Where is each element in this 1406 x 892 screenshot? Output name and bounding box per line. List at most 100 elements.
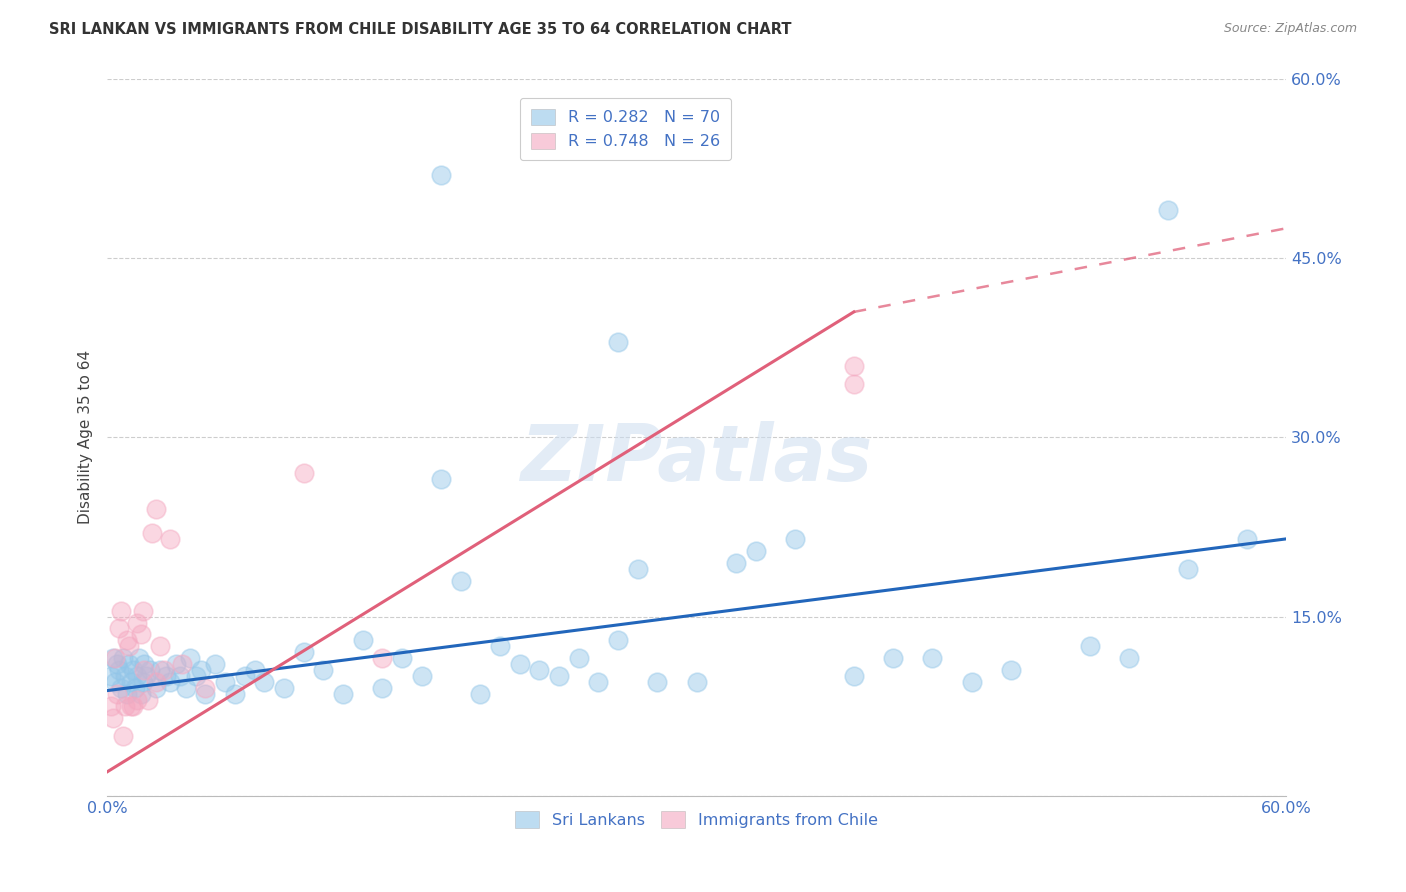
Point: [139, 663, 162, 677]
Point: [724, 556, 747, 570]
Point: [509, 657, 531, 672]
Point: [411, 669, 433, 683]
Point: [165, 657, 187, 672]
Point: [470, 687, 492, 701]
Point: [204, 657, 226, 672]
Point: [114, 699, 136, 714]
Point: [842, 376, 865, 391]
Point: [134, 663, 156, 677]
Point: [960, 675, 983, 690]
Point: [1157, 203, 1180, 218]
Point: [430, 472, 453, 486]
Point: [115, 633, 138, 648]
Point: [128, 651, 150, 665]
Point: [129, 687, 152, 701]
Point: [108, 622, 131, 636]
Point: [391, 651, 413, 665]
Point: [371, 681, 394, 696]
Point: [1000, 663, 1022, 677]
Point: [352, 633, 374, 648]
Point: [842, 669, 865, 683]
Point: [194, 681, 217, 696]
Point: [607, 334, 630, 349]
Point: [214, 675, 236, 690]
Point: [588, 675, 610, 690]
Point: [882, 651, 904, 665]
Point: [124, 681, 146, 696]
Legend: Sri Lankans, Immigrants from Chile: Sri Lankans, Immigrants from Chile: [509, 805, 884, 834]
Text: ZIPatlas: ZIPatlas: [520, 421, 873, 497]
Point: [253, 675, 276, 690]
Point: [169, 669, 191, 683]
Point: [110, 604, 132, 618]
Point: [129, 627, 152, 641]
Point: [292, 645, 315, 659]
Point: [118, 640, 141, 654]
Point: [120, 675, 142, 690]
Point: [141, 525, 163, 540]
Point: [371, 651, 394, 665]
Point: [292, 466, 315, 480]
Point: [159, 532, 181, 546]
Text: SRI LANKAN VS IMMIGRANTS FROM CHILE DISABILITY AGE 35 TO 64 CORRELATION CHART: SRI LANKAN VS IMMIGRANTS FROM CHILE DISA…: [49, 22, 792, 37]
Point: [108, 663, 131, 677]
Point: [131, 604, 153, 618]
Point: [607, 633, 630, 648]
Point: [1236, 532, 1258, 546]
Point: [101, 711, 124, 725]
Point: [120, 699, 142, 714]
Point: [149, 663, 172, 677]
Point: [153, 663, 176, 677]
Point: [135, 669, 157, 683]
Point: [125, 615, 148, 630]
Point: [568, 651, 591, 665]
Point: [101, 651, 124, 665]
Point: [125, 669, 148, 683]
Point: [115, 687, 138, 701]
Point: [685, 675, 707, 690]
Point: [170, 657, 193, 672]
Point: [179, 651, 201, 665]
Point: [100, 669, 122, 683]
Point: [100, 699, 122, 714]
Point: [243, 663, 266, 677]
Point: [430, 168, 453, 182]
Point: [194, 687, 217, 701]
Point: [1118, 651, 1140, 665]
Point: [155, 669, 177, 683]
Point: [842, 359, 865, 373]
Point: [104, 651, 127, 665]
Point: [145, 681, 167, 696]
Point: [104, 675, 127, 690]
Point: [450, 574, 472, 588]
Point: [744, 544, 766, 558]
Point: [138, 693, 160, 707]
Point: [145, 675, 167, 690]
Point: [529, 663, 551, 677]
Point: [332, 687, 354, 701]
Point: [111, 651, 134, 665]
Point: [134, 657, 156, 672]
Point: [125, 693, 148, 707]
Point: [149, 640, 172, 654]
Point: [190, 663, 212, 677]
Text: Source: ZipAtlas.com: Source: ZipAtlas.com: [1223, 22, 1357, 36]
Point: [1078, 640, 1101, 654]
Point: [233, 669, 256, 683]
Point: [105, 687, 128, 701]
Point: [114, 669, 136, 683]
Point: [174, 681, 197, 696]
Point: [489, 640, 512, 654]
Point: [105, 657, 128, 672]
Point: [1177, 562, 1199, 576]
Point: [184, 669, 207, 683]
Point: [110, 681, 132, 696]
Point: [273, 681, 295, 696]
Point: [111, 729, 134, 743]
Point: [145, 502, 167, 516]
Point: [118, 657, 141, 672]
Point: [921, 651, 943, 665]
Point: [131, 675, 153, 690]
Point: [121, 663, 143, 677]
Point: [224, 687, 246, 701]
